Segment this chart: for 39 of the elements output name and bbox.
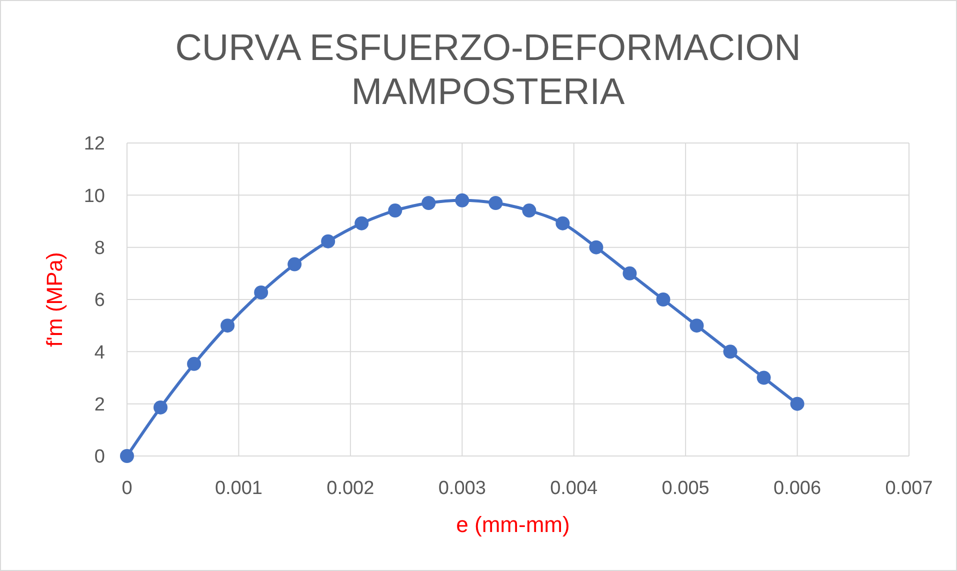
point — [790, 396, 804, 411]
x-tick-label: 0.007 — [885, 478, 933, 499]
x-tick-label: 0 — [122, 478, 132, 499]
y-tick-label: 12 — [84, 134, 105, 155]
x-axis-title: e (mm-mm) — [456, 512, 570, 537]
x-tick-label: 0.003 — [438, 478, 486, 499]
x-tick-label: 0.005 — [662, 478, 710, 499]
point — [321, 234, 336, 248]
point — [589, 240, 604, 254]
point — [723, 344, 738, 359]
point — [488, 196, 503, 210]
x-tick-label: 0.001 — [214, 478, 262, 499]
y-tick-label: 6 — [94, 290, 105, 312]
point — [422, 196, 436, 210]
point — [220, 318, 235, 333]
point — [522, 204, 536, 218]
point — [254, 285, 268, 300]
chart-title: CURVA ESFUERZO-DEFORMACION MAMPOSTERIA — [175, 27, 801, 112]
point — [455, 193, 470, 208]
x-tick-label: 0.006 — [774, 478, 822, 499]
point — [154, 400, 168, 414]
y-tick-label: 8 — [94, 238, 105, 259]
point — [288, 257, 302, 272]
y-tick-label: 10 — [84, 186, 105, 207]
y-axis-title: f'm (MPa) — [42, 252, 67, 347]
point — [622, 266, 637, 280]
point — [690, 318, 704, 333]
x-tick-label: 0.002 — [326, 478, 374, 499]
point — [756, 370, 771, 385]
y-tick-label: 0 — [94, 446, 105, 468]
y-tick-label: 2 — [94, 394, 105, 416]
point — [354, 216, 369, 230]
y-tick-label: 4 — [94, 342, 106, 364]
point — [388, 204, 402, 218]
point — [656, 292, 670, 306]
point — [120, 449, 134, 463]
x-tick-label: 0.004 — [550, 478, 598, 499]
point — [187, 356, 202, 371]
point — [556, 216, 570, 230]
